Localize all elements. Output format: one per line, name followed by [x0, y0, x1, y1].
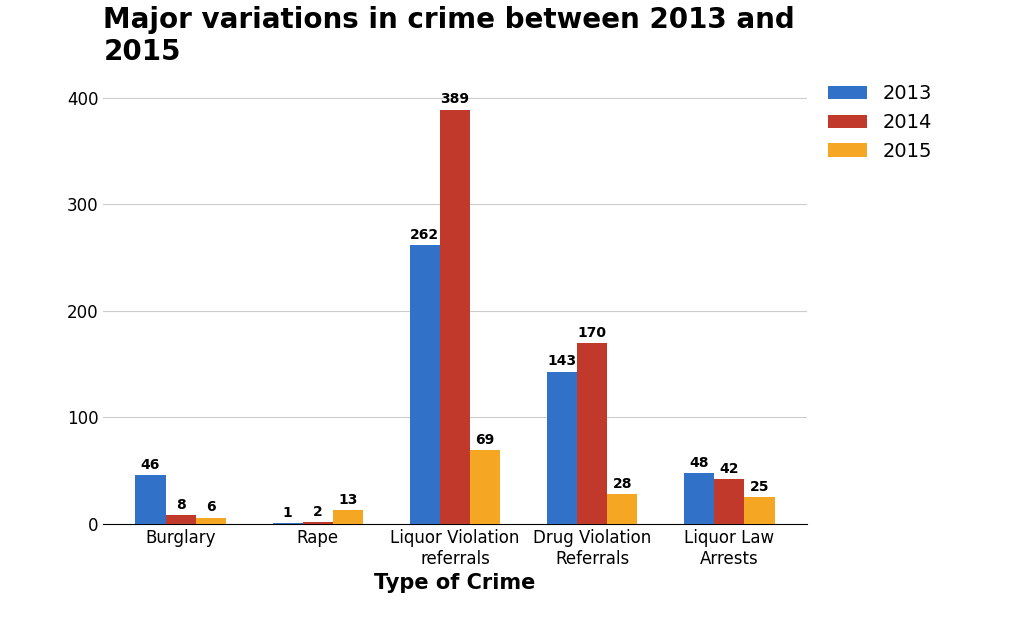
Text: 13: 13: [338, 493, 358, 507]
Bar: [577, 343, 607, 524]
Text: 262: 262: [410, 227, 439, 242]
Text: 69: 69: [476, 433, 494, 447]
Text: 389: 389: [440, 93, 469, 107]
Text: 28: 28: [612, 477, 632, 491]
Text: 25: 25: [750, 480, 769, 494]
Text: 42: 42: [720, 462, 739, 476]
Text: 170: 170: [578, 326, 607, 340]
Bar: [607, 494, 637, 524]
Bar: [333, 510, 363, 524]
Bar: [685, 473, 714, 524]
Text: 143: 143: [547, 355, 577, 369]
Bar: [165, 516, 195, 524]
Bar: [195, 518, 225, 524]
Text: Major variations in crime between 2013 and
2015: Major variations in crime between 2013 a…: [103, 6, 795, 66]
Text: 1: 1: [282, 505, 293, 520]
Bar: [744, 497, 774, 524]
Bar: [439, 110, 470, 524]
Text: 8: 8: [176, 498, 185, 512]
Bar: [409, 245, 439, 524]
Text: 48: 48: [690, 456, 709, 470]
Bar: [135, 475, 165, 524]
Bar: [714, 479, 744, 524]
Bar: [547, 372, 577, 524]
Bar: [303, 522, 333, 524]
Text: 2: 2: [313, 505, 323, 519]
Bar: [273, 523, 303, 524]
X-axis label: Type of Crime: Type of Crime: [374, 573, 536, 593]
Bar: [470, 450, 500, 524]
Legend: 2013, 2014, 2015: 2013, 2014, 2015: [821, 77, 940, 169]
Text: 6: 6: [206, 500, 216, 514]
Text: 46: 46: [141, 458, 160, 472]
